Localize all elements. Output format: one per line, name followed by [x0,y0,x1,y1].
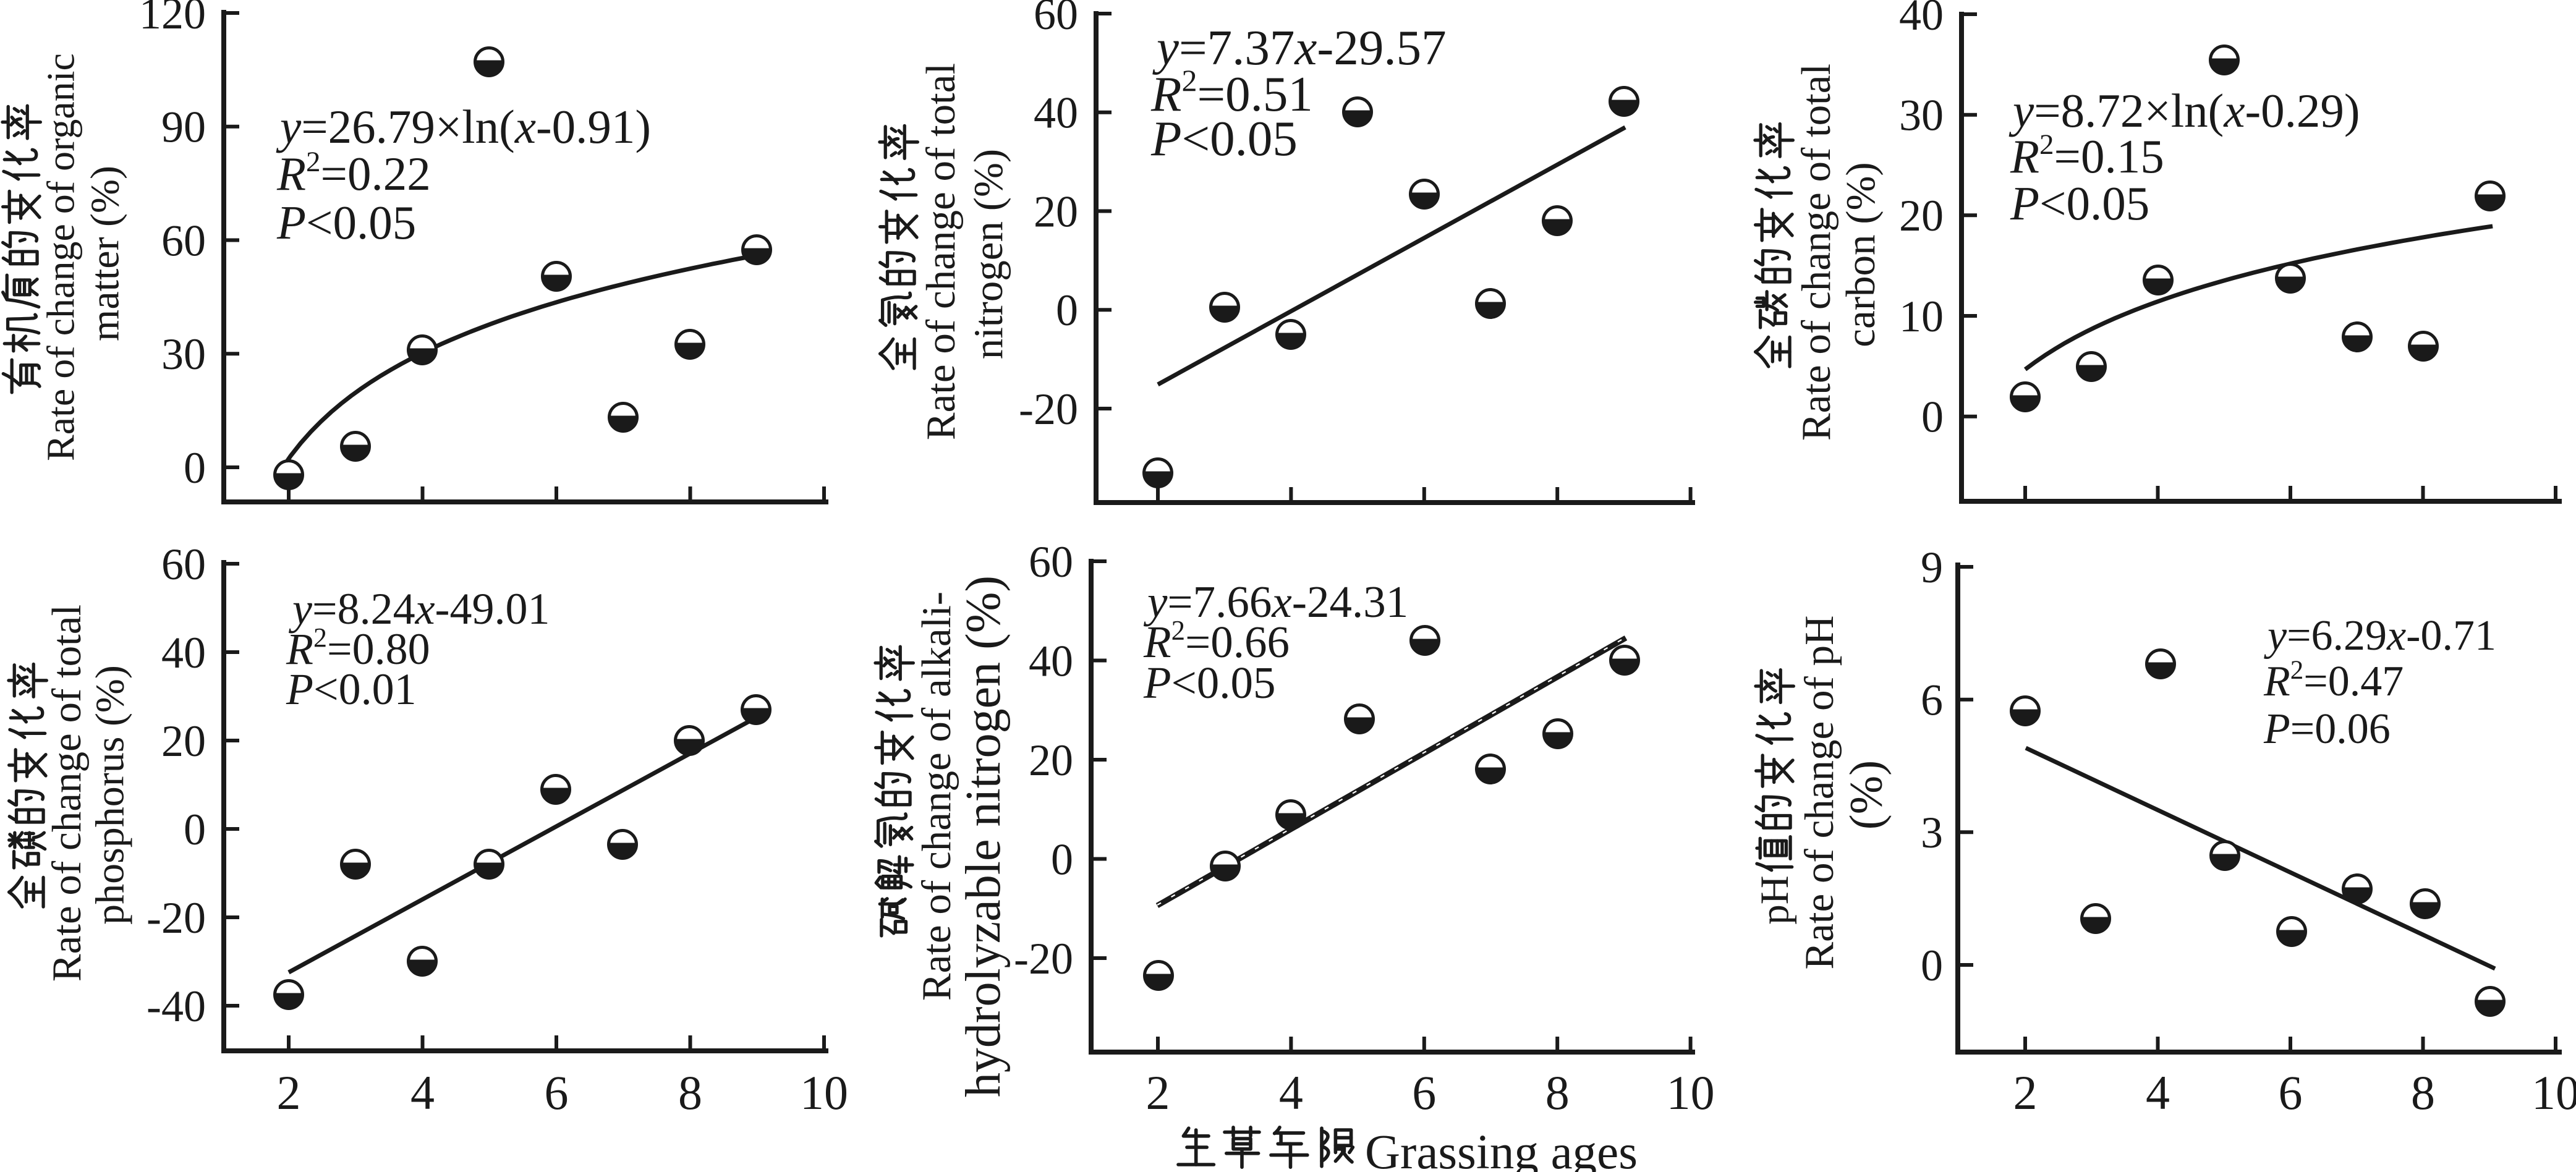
svg-text:P<0.05: P<0.05 [2010,177,2149,230]
svg-text:2: 2 [277,1066,301,1119]
svg-text:120: 120 [139,0,206,38]
svg-text:20: 20 [1029,736,1073,785]
svg-text:Rate of change of organic: Rate of change of organic [39,53,83,461]
svg-text:10: 10 [800,1066,848,1119]
svg-text:P<0.05: P<0.05 [276,196,416,249]
svg-text:60: 60 [161,540,206,589]
svg-text:6: 6 [1412,1066,1436,1119]
svg-text:10: 10 [1667,1066,1715,1119]
svg-text:4: 4 [2146,1066,2170,1119]
svg-text:y=26.79×ln(x-0.91): y=26.79×ln(x-0.91) [276,100,651,153]
svg-text:10: 10 [1899,292,1944,341]
svg-text:Rate of change of alkali-: Rate of change of alkali- [914,592,959,1001]
svg-text:40: 40 [1899,0,1944,40]
svg-text:6: 6 [545,1066,569,1119]
svg-text:-20: -20 [1019,384,1078,434]
svg-text:40: 40 [1029,636,1073,686]
svg-text:20: 20 [1034,187,1078,236]
svg-text:30: 30 [1899,91,1944,140]
svg-text:4: 4 [410,1066,435,1119]
svg-text:R2=0.66: R2=0.66 [1143,615,1290,667]
svg-text:90: 90 [161,103,206,152]
svg-text:hydrolyzable nitrogen (%): hydrolyzable nitrogen (%) [956,575,1011,1097]
svg-text:R2=0.51: R2=0.51 [1150,63,1313,122]
svg-text:6: 6 [2279,1066,2303,1119]
svg-text:y=6.29x-0.71: y=6.29x-0.71 [2264,612,2496,660]
svg-text:0: 0 [1921,941,1943,990]
svg-text:2: 2 [1146,1066,1170,1119]
svg-text:-20: -20 [147,893,206,943]
svg-text:R2=0.15: R2=0.15 [2010,129,2164,183]
svg-text:Rate of change of pH: Rate of change of pH [1796,615,1842,969]
svg-text:y=7.37x-29.57: y=7.37x-29.57 [1152,20,1447,75]
svg-text:phosphorus (%): phosphorus (%) [88,665,133,925]
svg-text:pH: pH [1753,875,1797,924]
svg-text:10: 10 [2531,1066,2576,1119]
svg-text:0: 0 [184,805,206,854]
svg-text:-40: -40 [147,982,206,1031]
svg-text:40: 40 [161,628,206,677]
svg-text:P<0.01: P<0.01 [286,665,417,714]
svg-text:y=8.72×ln(x-0.29): y=8.72×ln(x-0.29) [2009,84,2360,137]
svg-text:9: 9 [1921,543,1943,592]
svg-text:60: 60 [1029,537,1073,587]
svg-text:0: 0 [1921,393,1944,442]
svg-text:R2=0.80: R2=0.80 [286,622,430,674]
svg-text:Rate of change of total: Rate of change of total [44,605,90,982]
svg-text:8: 8 [1545,1066,1570,1119]
svg-text:8: 8 [2411,1066,2435,1119]
svg-text:0: 0 [1056,286,1078,335]
svg-text:R2=0.47: R2=0.47 [2263,656,2404,705]
svg-text:60: 60 [1034,0,1078,39]
svg-text:4: 4 [1279,1066,1303,1119]
svg-text:8: 8 [678,1066,702,1119]
svg-text:0: 0 [184,443,206,493]
svg-text:R2=0.22: R2=0.22 [276,146,431,200]
svg-text:P<0.05: P<0.05 [1143,658,1276,708]
svg-text:Grassing ages: Grassing ages [1365,1126,1638,1172]
svg-text:(%): (%) [1841,760,1892,830]
svg-text:60: 60 [161,216,206,265]
svg-text:y=8.24x-49.01: y=8.24x-49.01 [288,584,550,634]
svg-text:nitrogen (%): nitrogen (%) [966,149,1011,359]
svg-text:matter (%): matter (%) [83,166,128,341]
svg-text:-20: -20 [1014,934,1073,983]
svg-text:40: 40 [1034,88,1078,138]
svg-text:20: 20 [161,716,206,766]
svg-text:P=0.06: P=0.06 [2263,705,2391,753]
svg-text:3: 3 [1921,808,1943,857]
svg-text:Rate of change of total: Rate of change of total [918,63,964,440]
svg-text:20: 20 [1899,191,1944,240]
svg-text:carbon (%): carbon (%) [1838,162,1884,347]
svg-text:Rate of change of total: Rate of change of total [1793,64,1839,441]
svg-text:6: 6 [1921,676,1943,725]
svg-text:y=7.66x-24.31: y=7.66x-24.31 [1143,577,1408,627]
svg-text:0: 0 [1051,834,1073,884]
svg-text:P<0.05: P<0.05 [1150,111,1298,166]
svg-text:30: 30 [161,329,206,379]
svg-text:2: 2 [2013,1066,2038,1119]
